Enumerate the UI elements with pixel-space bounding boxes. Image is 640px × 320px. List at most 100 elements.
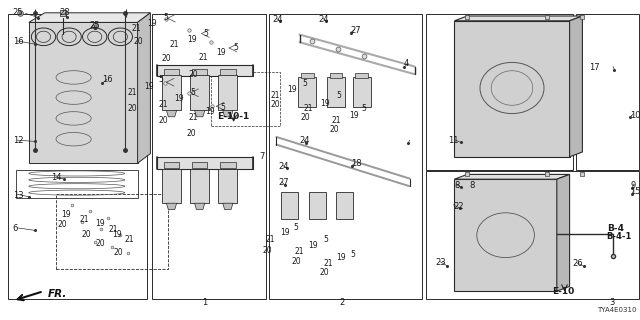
Text: 19: 19 — [205, 108, 214, 116]
Text: 20: 20 — [330, 125, 339, 134]
Text: 5: 5 — [163, 13, 168, 22]
Text: 21: 21 — [159, 100, 168, 109]
Text: 25: 25 — [13, 8, 23, 17]
Text: 16: 16 — [102, 76, 113, 84]
Text: 20: 20 — [291, 257, 301, 266]
Text: 22: 22 — [453, 202, 463, 211]
Bar — [56, 194, 168, 269]
Text: 19: 19 — [287, 85, 297, 94]
Text: 5: 5 — [302, 79, 307, 88]
Bar — [192, 69, 207, 75]
Text: 21: 21 — [131, 24, 141, 33]
Text: 1: 1 — [202, 298, 207, 307]
Text: 19: 19 — [174, 94, 184, 103]
Text: 19: 19 — [147, 20, 157, 28]
Text: 27: 27 — [278, 178, 289, 187]
Bar — [355, 73, 368, 78]
Polygon shape — [166, 203, 177, 210]
Text: 18: 18 — [351, 159, 362, 168]
Text: 3: 3 — [609, 298, 614, 307]
Bar — [298, 77, 316, 107]
Text: 10: 10 — [630, 111, 640, 120]
Text: 5: 5 — [204, 29, 209, 38]
Text: 24: 24 — [272, 15, 282, 24]
Bar — [309, 192, 326, 219]
Text: 14: 14 — [51, 173, 61, 182]
Text: 20: 20 — [58, 220, 67, 229]
Text: 20: 20 — [159, 116, 168, 125]
Text: 20: 20 — [270, 100, 280, 109]
Text: 19: 19 — [187, 35, 196, 44]
Text: 24: 24 — [278, 162, 289, 171]
Bar — [220, 162, 236, 168]
Text: B-4-1: B-4-1 — [607, 232, 632, 241]
Text: 20: 20 — [82, 230, 92, 239]
Polygon shape — [195, 203, 205, 210]
Text: 21: 21 — [323, 259, 333, 268]
Text: 19: 19 — [320, 99, 330, 108]
Text: 9: 9 — [630, 181, 636, 190]
Text: 20: 20 — [187, 129, 196, 138]
Text: 21: 21 — [80, 215, 90, 224]
Text: 21: 21 — [128, 88, 138, 97]
Bar — [218, 169, 237, 203]
Bar — [157, 65, 253, 76]
Text: 19: 19 — [144, 82, 154, 91]
Text: 11: 11 — [448, 136, 458, 145]
Polygon shape — [138, 13, 150, 163]
Text: 20: 20 — [114, 248, 124, 257]
Bar — [162, 169, 181, 203]
Text: 20: 20 — [162, 54, 172, 63]
Text: 5: 5 — [234, 44, 239, 52]
Bar — [220, 69, 236, 75]
Text: 8: 8 — [454, 181, 460, 190]
Bar — [157, 157, 253, 169]
Polygon shape — [223, 110, 233, 117]
Text: 19: 19 — [216, 48, 226, 57]
Text: 23: 23 — [435, 258, 446, 267]
Polygon shape — [454, 179, 557, 291]
Text: 5: 5 — [159, 76, 164, 84]
Text: 16: 16 — [13, 37, 24, 46]
Polygon shape — [166, 110, 177, 117]
Text: E-10: E-10 — [552, 287, 574, 296]
Text: 20: 20 — [320, 268, 330, 277]
Text: 21: 21 — [198, 53, 208, 62]
Bar — [164, 162, 179, 168]
Text: 2: 2 — [339, 298, 344, 307]
Text: 21: 21 — [125, 236, 134, 244]
Text: 19: 19 — [280, 228, 290, 237]
Bar — [162, 75, 181, 110]
Text: 5: 5 — [191, 88, 196, 97]
Text: 17: 17 — [589, 63, 600, 72]
Text: 20: 20 — [128, 104, 138, 113]
Text: 21: 21 — [266, 235, 275, 244]
Text: B-4: B-4 — [607, 224, 624, 233]
Text: 20: 20 — [189, 70, 198, 79]
Text: FR.: FR. — [48, 289, 67, 299]
Text: 26: 26 — [573, 260, 584, 268]
Text: 19: 19 — [349, 111, 358, 120]
Text: 5: 5 — [336, 92, 341, 100]
Polygon shape — [570, 16, 582, 157]
Text: 27: 27 — [350, 26, 361, 35]
Polygon shape — [454, 16, 582, 21]
Polygon shape — [195, 110, 205, 117]
Text: 8: 8 — [469, 181, 474, 190]
Bar — [336, 192, 353, 219]
Polygon shape — [454, 21, 570, 157]
Text: 21: 21 — [303, 104, 313, 113]
Polygon shape — [29, 13, 150, 22]
Bar — [211, 72, 280, 126]
Text: E-10-1: E-10-1 — [218, 112, 250, 121]
Text: 19: 19 — [95, 220, 104, 228]
Bar — [330, 73, 342, 78]
Text: 6: 6 — [13, 224, 18, 233]
Text: TYA4E0310: TYA4E0310 — [597, 307, 637, 313]
Bar — [192, 162, 207, 168]
Text: 20: 20 — [96, 239, 106, 248]
Polygon shape — [223, 203, 233, 210]
Bar — [327, 77, 345, 107]
Text: 20: 20 — [262, 246, 272, 255]
Text: 21: 21 — [170, 40, 179, 49]
